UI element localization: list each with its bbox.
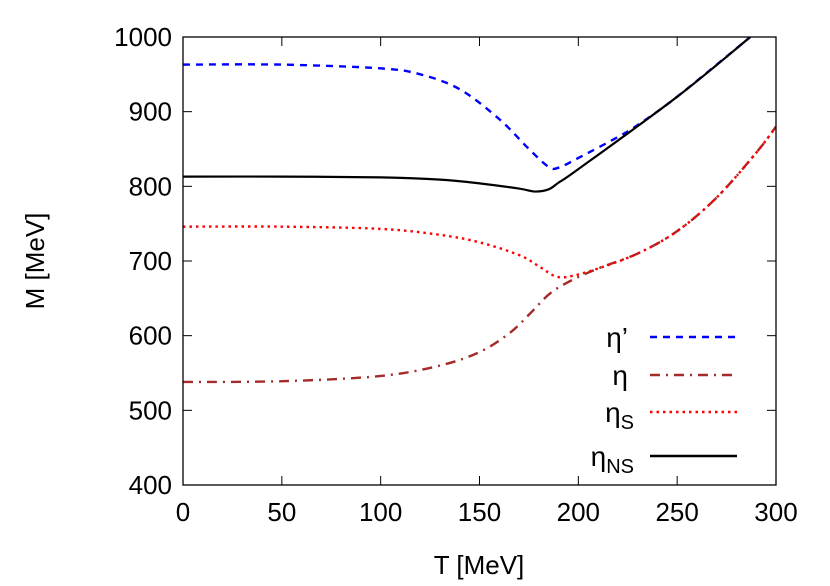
legend-subscript: S [621,412,634,434]
legend-name: η [591,441,607,472]
x-tick-label: 150 [458,497,501,527]
series-line-0 [183,37,752,171]
series-line-3 [183,37,751,193]
y-tick-label: 1000 [114,22,172,52]
x-tick-label: 250 [655,497,698,527]
legend-name: η [612,360,628,391]
legend-name: η [605,397,621,428]
y-tick-label: 600 [129,321,172,351]
x-tick-label: 200 [557,497,600,527]
legend-label: ηS [605,397,634,434]
legend-label: η’ [606,322,628,353]
legend-label: ηNS [591,441,634,478]
y-tick-label: 500 [129,395,172,425]
series-line-1 [183,125,776,384]
legend-subscript: NS [606,456,634,478]
y-tick-label: 400 [129,470,172,500]
x-tick-label: 100 [359,497,402,527]
x-axis-label: T [MeV] [434,550,525,580]
x-tick-label: 300 [754,497,797,527]
y-axis-label: M [MeV] [20,213,50,310]
legend-label: η [612,360,628,391]
y-tick-label: 900 [129,97,172,127]
x-tick-label: 50 [267,497,296,527]
y-tick-label: 800 [129,171,172,201]
series-layer [183,37,776,384]
series-line-2 [183,125,776,279]
x-tick-label: 0 [176,497,190,527]
axis-ticks: 0 50 100 150 200 250 300 400 500 600 700 800 900 1000 [114,22,798,527]
y-tick-label: 700 [129,246,172,276]
legend-name: η’ [606,322,628,353]
